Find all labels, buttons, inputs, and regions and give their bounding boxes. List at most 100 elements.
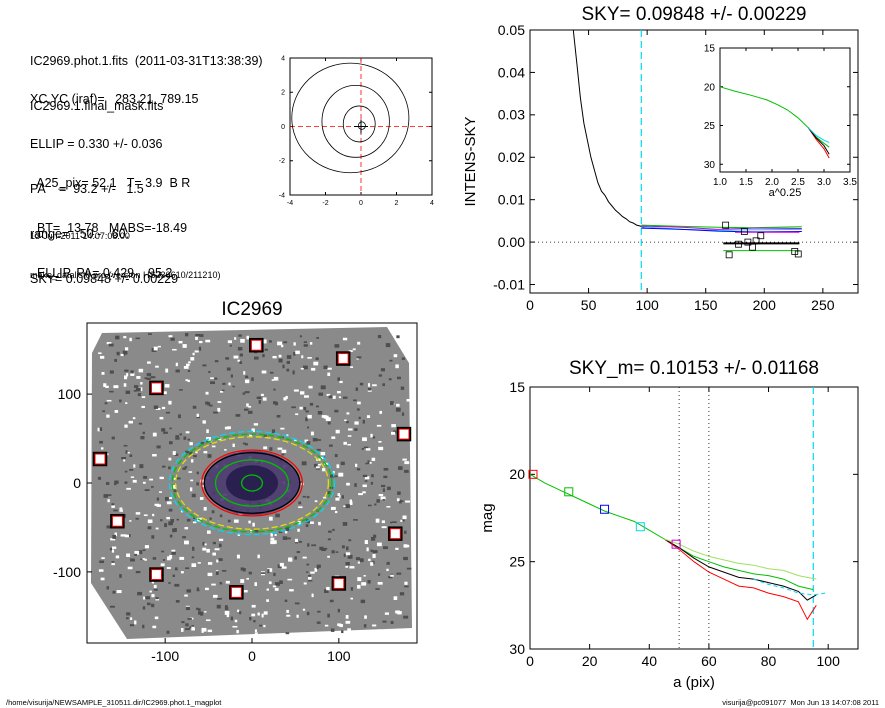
image-noise-speck	[191, 556, 195, 559]
image-noise-speck	[338, 472, 344, 477]
image-noise-speck	[157, 345, 161, 348]
image-noise-speck	[332, 528, 335, 531]
image-noise-speck	[340, 461, 345, 466]
image-noise-speck	[372, 550, 378, 553]
mag-series-line	[663, 538, 817, 621]
image-noise-speck	[106, 399, 112, 402]
image-noise-speck	[361, 582, 367, 586]
image-noise-speck	[200, 479, 205, 483]
image-noise-speck	[251, 428, 255, 433]
image-noise-speck	[293, 352, 296, 356]
image-noise-speck	[148, 333, 152, 335]
image-noise-speck	[202, 547, 207, 551]
image-noise-speck	[174, 527, 177, 532]
image-noise-speck	[218, 558, 223, 561]
image-noise-speck	[376, 499, 380, 503]
image-noise-speck	[307, 543, 310, 547]
image-noise-speck	[328, 530, 332, 533]
image-noise-speck	[234, 619, 238, 623]
image-noise-speck	[298, 501, 302, 505]
image-noise-speck	[266, 588, 269, 591]
image-noise-speck	[183, 436, 187, 440]
image-noise-speck	[403, 545, 408, 548]
image-noise-speck	[285, 632, 290, 635]
image-noise-speck	[316, 564, 321, 568]
image-noise-speck	[122, 350, 128, 355]
image-noise-speck	[151, 486, 154, 488]
image-noise-speck	[303, 341, 308, 343]
image-noise-speck	[123, 444, 128, 447]
image-noise-speck	[367, 388, 372, 391]
image-noise-speck	[302, 608, 306, 611]
image-noise-speck	[322, 468, 326, 472]
image-noise-speck	[211, 445, 216, 448]
image-noise-speck	[246, 577, 249, 580]
image-noise-speck	[263, 434, 267, 437]
image-noise-speck	[240, 579, 245, 583]
image-noise-speck	[180, 510, 183, 513]
image-noise-speck	[267, 568, 273, 572]
image-noise-speck	[222, 382, 226, 385]
image-noise-speck	[125, 617, 129, 620]
sky-marker	[744, 238, 752, 246]
image-noise-speck	[315, 405, 319, 408]
image-noise-speck	[396, 376, 401, 380]
image-noise-speck	[368, 558, 371, 562]
image-noise-speck	[332, 470, 335, 474]
image-noise-speck	[336, 464, 340, 469]
image-noise-speck	[402, 519, 405, 522]
image-noise-speck	[234, 519, 239, 523]
image-noise-speck	[105, 385, 109, 388]
image-noise-speck	[304, 439, 309, 443]
image-noise-speck	[296, 551, 301, 554]
image-noise-speck	[159, 476, 164, 480]
sky-inset-ytick-label: 15	[704, 44, 716, 55]
image-ytick-label: 0	[73, 475, 81, 491]
image-noise-speck	[207, 562, 213, 565]
image-noise-speck	[387, 486, 391, 491]
sky-series-line	[641, 225, 802, 230]
image-noise-speck	[155, 408, 161, 410]
image-noise-speck	[178, 389, 183, 391]
image-noise-speck	[168, 400, 172, 405]
image-noise-speck	[151, 603, 155, 608]
image-noise-speck	[393, 354, 398, 358]
image-noise-speck	[317, 411, 323, 415]
image-noise-speck	[196, 482, 199, 486]
image-noise-speck	[306, 441, 311, 445]
image-noise-speck	[341, 630, 344, 634]
image-noise-speck	[227, 519, 231, 523]
image-noise-speck	[111, 549, 115, 553]
image-noise-speck	[282, 364, 285, 369]
image-noise-speck	[199, 340, 203, 344]
sky-xtick-label: 150	[694, 297, 718, 313]
image-noise-speck	[121, 457, 127, 460]
header-fit-lines: XC,YC (iraf)= 283.21, 789.15 ELLIP = 0.3…	[30, 62, 199, 302]
mag-ytick-label: 15	[509, 379, 525, 395]
image-noise-speck	[286, 360, 290, 364]
image-noise-speck	[335, 497, 340, 501]
image-noise-speck	[124, 424, 128, 428]
image-noise-speck	[104, 402, 108, 405]
image-noise-speck	[316, 337, 319, 339]
image-noise-speck	[353, 399, 357, 402]
image-noise-speck	[350, 587, 354, 591]
image-noise-speck	[374, 503, 377, 506]
sky-marker	[735, 240, 742, 248]
image-noise-speck	[127, 451, 130, 454]
image-noise-speck	[302, 365, 308, 370]
image-noise-speck	[153, 588, 158, 591]
image-noise-speck	[346, 546, 349, 551]
image-noise-speck	[327, 555, 330, 558]
image-noise-speck	[186, 518, 191, 522]
image-isophote-ellipse	[214, 459, 290, 507]
image-noise-speck	[98, 569, 104, 572]
image-noise-speck	[170, 337, 175, 341]
image-noise-speck	[234, 337, 237, 340]
image-noise-speck	[366, 547, 369, 552]
image-noise-speck	[200, 611, 204, 616]
image-masked-star-inner	[333, 577, 345, 589]
image-noise-speck	[386, 561, 390, 565]
image-noise-speck	[244, 443, 248, 446]
image-noise-speck	[284, 599, 288, 602]
